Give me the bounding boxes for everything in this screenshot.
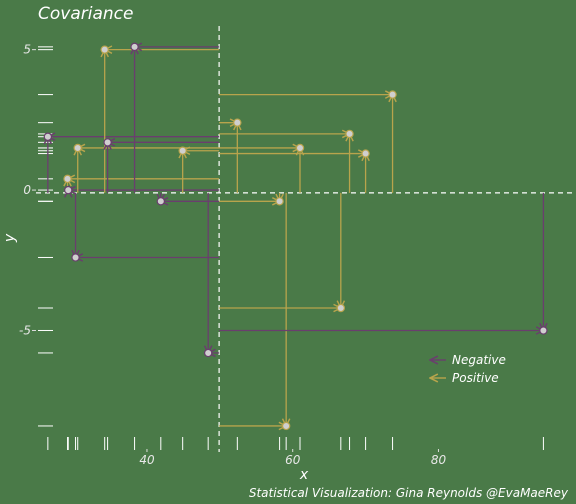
data-point [64, 185, 73, 195]
data-point [73, 143, 82, 153]
data-point [178, 146, 187, 155]
data-point [43, 132, 53, 141]
data-point [388, 90, 397, 99]
y-tick-label: 0 [23, 183, 31, 197]
x-tick-label: 40 [139, 453, 155, 467]
data-point [295, 143, 305, 153]
x-tick-label: 60 [285, 453, 301, 467]
x-axis-title: x [299, 467, 309, 483]
y-tick-label: -5 [19, 323, 31, 337]
legend: Negative Positive [421, 339, 506, 391]
data-points [43, 42, 548, 431]
legend-label-positive: Positive [452, 371, 499, 385]
data-point [539, 326, 548, 335]
chart-title: Covariance [38, 4, 133, 24]
data-point [130, 42, 139, 52]
mean-lines [36, 26, 576, 452]
caption: Statistical Visualization: Gina Reynolds… [249, 486, 569, 500]
data-point [156, 197, 166, 206]
data-point [63, 174, 72, 184]
data-point [281, 421, 291, 431]
x-tick-label: 80 [431, 453, 447, 467]
axis-ticks: 40 60 80 5 0 -5 [19, 43, 446, 467]
data-point [275, 197, 284, 206]
data-point [361, 149, 370, 158]
rug-marks [38, 46, 544, 450]
data-point [203, 348, 213, 358]
data-point [233, 118, 242, 127]
data-point [100, 45, 109, 54]
data-point [336, 303, 346, 313]
data-point [71, 253, 80, 262]
deviation-arrows [48, 47, 544, 426]
data-point [345, 129, 354, 139]
data-point [103, 138, 112, 147]
y-tick-label: 5 [23, 43, 31, 57]
y-axis-title: y [2, 233, 18, 243]
legend-label-negative: Negative [452, 353, 506, 367]
